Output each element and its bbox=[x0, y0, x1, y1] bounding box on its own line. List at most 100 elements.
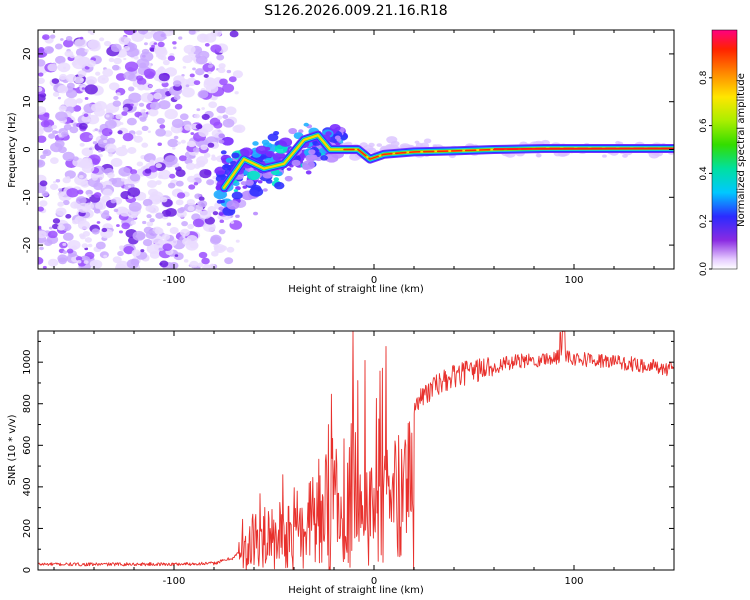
signal-blob bbox=[221, 164, 231, 171]
signal-blob bbox=[231, 152, 240, 159]
signal-blob bbox=[274, 181, 285, 190]
y-tick-label: 800 bbox=[22, 394, 33, 413]
x-tick-label: -100 bbox=[163, 576, 186, 587]
noise-speck bbox=[226, 69, 232, 74]
noise-speck bbox=[135, 130, 143, 136]
noise-speck bbox=[85, 76, 97, 85]
noise-speck bbox=[197, 90, 209, 99]
noise-speck bbox=[175, 199, 184, 206]
noise-speck bbox=[81, 157, 93, 166]
noise-speck bbox=[118, 36, 130, 45]
noise-speck bbox=[50, 142, 63, 153]
noise-speck bbox=[57, 224, 65, 231]
noise-speck bbox=[131, 213, 138, 219]
noise-speck bbox=[83, 260, 89, 265]
noise-speck bbox=[55, 84, 60, 88]
noise-speck bbox=[198, 196, 205, 201]
noise-speck bbox=[71, 61, 78, 66]
noise-speck bbox=[129, 173, 141, 182]
noise-speck bbox=[48, 226, 53, 230]
noise-speck bbox=[193, 80, 201, 86]
noise-speck bbox=[58, 257, 68, 265]
x-tick-label: 100 bbox=[564, 576, 583, 587]
noise-speck bbox=[112, 256, 122, 264]
noise-speck bbox=[104, 143, 117, 153]
noise-speck bbox=[73, 123, 77, 127]
noise-speck bbox=[210, 44, 222, 53]
noise-speck bbox=[57, 96, 61, 100]
noise-speck bbox=[95, 71, 101, 76]
colorbar-tick-label: 0.4 bbox=[699, 166, 709, 181]
noise-speck bbox=[42, 265, 47, 269]
noise-speck bbox=[197, 209, 203, 214]
noise-speck bbox=[112, 100, 122, 107]
noise-speck bbox=[203, 222, 216, 232]
noise-speck bbox=[158, 72, 170, 82]
noise-speck bbox=[75, 98, 83, 104]
noise-speck bbox=[157, 66, 166, 74]
noise-speck bbox=[123, 71, 135, 80]
colorbar-tick-label: 0.0 bbox=[699, 262, 709, 277]
x-tick-label: -100 bbox=[163, 275, 186, 286]
noise-speck bbox=[108, 57, 115, 63]
noise-speck bbox=[75, 196, 87, 205]
noise-speck bbox=[48, 133, 56, 139]
noise-speck bbox=[183, 44, 196, 54]
noise-speck bbox=[84, 48, 89, 53]
signal-blob bbox=[267, 133, 279, 142]
y-tick-label: 600 bbox=[22, 436, 33, 455]
noise-speck bbox=[95, 201, 107, 211]
noise-speck bbox=[146, 180, 158, 188]
signal-blob bbox=[218, 139, 225, 144]
noise-speck bbox=[91, 176, 98, 181]
noise-speck bbox=[180, 139, 186, 144]
noise-speck bbox=[167, 55, 175, 62]
spectrogram-x-label: Height of straight line (km) bbox=[288, 284, 424, 295]
y-tick-label: 200 bbox=[22, 519, 33, 538]
noise-speck bbox=[39, 154, 46, 160]
noise-speck bbox=[204, 42, 210, 47]
noise-speck bbox=[55, 207, 67, 216]
signal-blob bbox=[235, 186, 241, 191]
noise-speck bbox=[207, 206, 217, 213]
signal-blob bbox=[288, 127, 298, 135]
noise-speck bbox=[225, 106, 237, 116]
noise-speck bbox=[140, 249, 145, 253]
colorbar: 0.0 0.2 0.4 0.6 0.8 Normalized spectral ampl… bbox=[699, 29, 747, 277]
noise-speck bbox=[174, 103, 183, 110]
y-tick-label: -20 bbox=[22, 237, 33, 253]
noise-speck bbox=[187, 223, 195, 230]
noise-speck bbox=[76, 202, 91, 213]
noise-speck bbox=[62, 199, 70, 206]
noise-speck bbox=[53, 180, 57, 184]
noise-speck bbox=[57, 201, 65, 207]
noise-speck bbox=[62, 250, 68, 254]
noise-speck bbox=[212, 176, 217, 180]
noise-speck bbox=[38, 106, 47, 115]
noise-speck bbox=[107, 172, 115, 179]
noise-speck bbox=[182, 66, 187, 69]
noise-speck bbox=[103, 40, 112, 47]
noise-speck bbox=[154, 227, 164, 235]
noise-speck bbox=[139, 116, 147, 122]
noise-speck bbox=[111, 64, 120, 71]
noise-speck bbox=[192, 67, 196, 71]
noise-speck bbox=[84, 66, 90, 70]
noise-speck bbox=[190, 132, 195, 135]
noise-speck bbox=[118, 230, 123, 234]
noise-speck bbox=[179, 207, 186, 212]
noise-speck bbox=[42, 149, 52, 157]
signal-blob bbox=[308, 149, 316, 155]
noise-speck bbox=[47, 63, 58, 72]
noise-speck bbox=[59, 73, 68, 81]
signal-blob bbox=[310, 154, 318, 160]
snr-marks bbox=[38, 331, 674, 570]
noise-speck bbox=[198, 129, 209, 137]
noise-speck bbox=[155, 163, 162, 169]
noise-speck bbox=[50, 157, 59, 164]
noise-speck bbox=[229, 30, 239, 38]
noise-speck bbox=[141, 142, 149, 148]
noise-speck bbox=[115, 73, 127, 81]
x-tick-label: 0 bbox=[371, 275, 377, 286]
